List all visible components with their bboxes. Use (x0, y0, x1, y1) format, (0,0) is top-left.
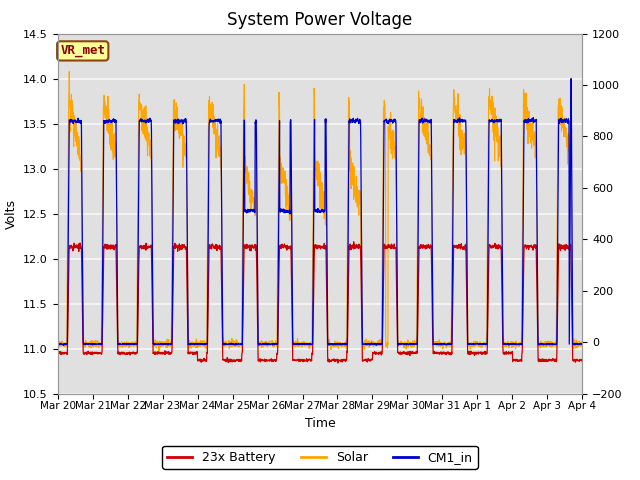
Text: VR_met: VR_met (60, 44, 105, 58)
Legend: 23x Battery, Solar, CM1_in: 23x Battery, Solar, CM1_in (163, 446, 477, 469)
Y-axis label: Volts: Volts (4, 199, 17, 228)
Title: System Power Voltage: System Power Voltage (227, 11, 413, 29)
X-axis label: Time: Time (305, 417, 335, 430)
